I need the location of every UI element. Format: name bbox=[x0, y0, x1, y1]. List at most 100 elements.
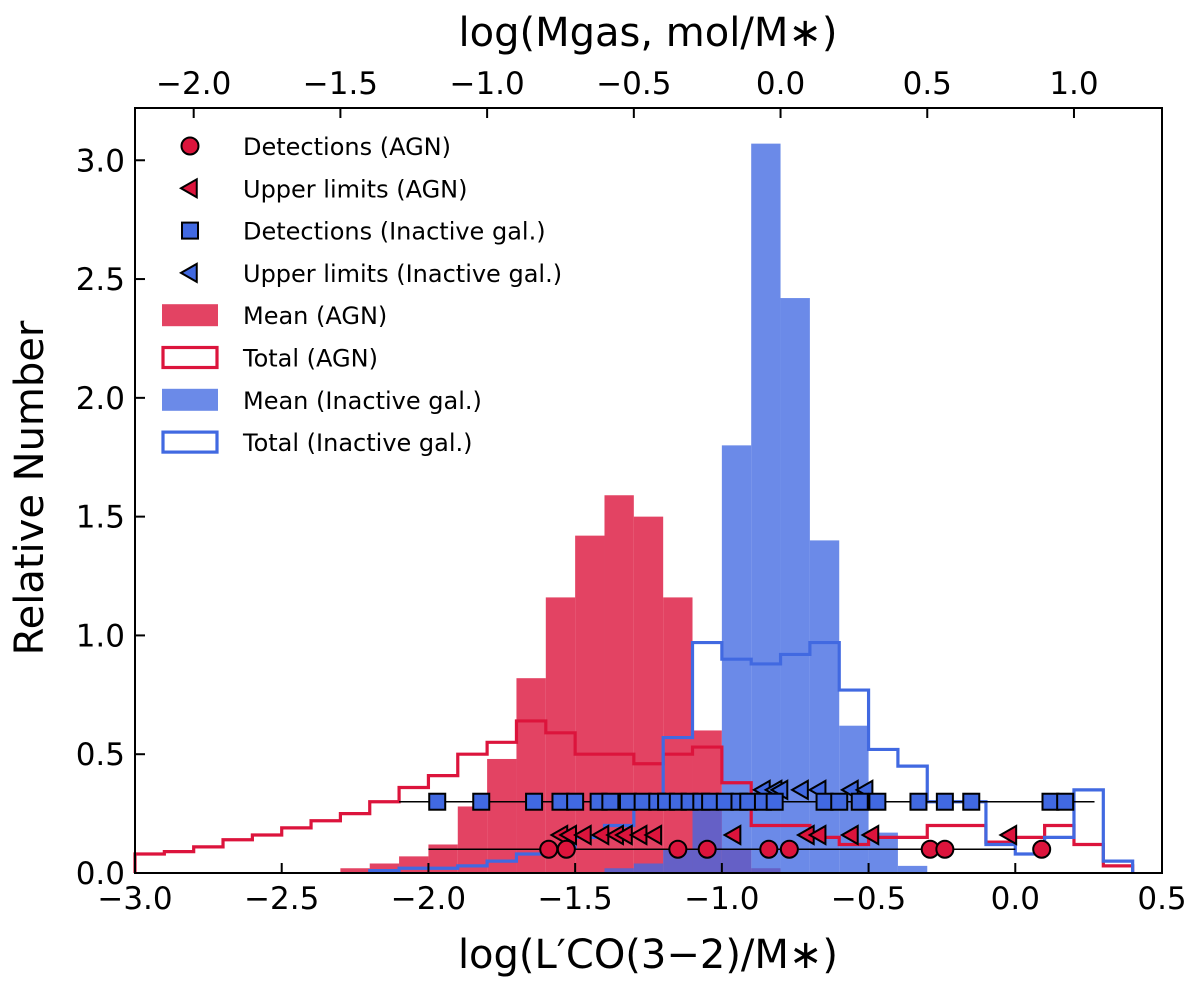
x-tick-label: −0.5 bbox=[831, 881, 906, 917]
agn-detection-marker bbox=[759, 839, 779, 859]
legend-swatch-total-inactive bbox=[161, 430, 219, 454]
inactive-detection-marker bbox=[739, 792, 758, 811]
inactive-detection-marker bbox=[909, 792, 928, 811]
mean-agn-bar bbox=[487, 758, 517, 873]
top-x-tick-label: 1.0 bbox=[1049, 66, 1098, 102]
inactive-detection-marker bbox=[815, 792, 834, 811]
inactive-detection-marker bbox=[472, 792, 491, 811]
mean-inactive-bar bbox=[780, 298, 810, 873]
x-tick-label: −3.0 bbox=[97, 881, 172, 917]
inactive-detection-marker bbox=[715, 792, 734, 811]
legend-marker-agn-detection bbox=[180, 136, 200, 156]
x-tick-label: −1.0 bbox=[684, 881, 759, 917]
legend-label: Mean (AGN) bbox=[243, 302, 387, 330]
inactive-detection-marker bbox=[701, 792, 720, 811]
y-tick-label: 3.0 bbox=[76, 143, 125, 179]
legend-label: Detections (Inactive gal.) bbox=[243, 218, 546, 246]
y-tick-label: 1.0 bbox=[76, 618, 125, 654]
legend-swatch-mean-inactive bbox=[162, 388, 218, 411]
legend-label: Total (Inactive gal.) bbox=[242, 429, 473, 457]
legend-marker-inactive-detection bbox=[181, 221, 199, 240]
inactive-detection-marker bbox=[830, 792, 849, 811]
inactive-detection-marker bbox=[1041, 792, 1060, 811]
y-tick-label: 0.0 bbox=[76, 856, 125, 892]
legend-label: Total (AGN) bbox=[242, 345, 378, 373]
legend-swatch-mean-agn bbox=[162, 304, 218, 327]
inactive-detection-marker bbox=[601, 792, 620, 811]
y-tick-label: 1.5 bbox=[76, 500, 125, 536]
plot-frame bbox=[134, 107, 1163, 874]
mean-agn-bar bbox=[516, 678, 546, 873]
mean-inactive-bar bbox=[809, 540, 840, 873]
mean-inactive-bar bbox=[604, 868, 634, 873]
mean-agn-bar bbox=[457, 806, 488, 873]
x-axis-title: log(L′CO(3−2)/M∗) bbox=[458, 932, 838, 978]
y-tick-label: 2.0 bbox=[76, 381, 125, 417]
agn-detection-marker bbox=[935, 839, 955, 859]
top-x-tick-label: −1.0 bbox=[449, 66, 524, 102]
agn-upper-limit-marker bbox=[839, 824, 859, 846]
y-tick-label: 2.5 bbox=[76, 262, 125, 298]
top-x-axis-title: log(Mgas, mol/M∗) bbox=[459, 10, 838, 56]
agn-detection-marker bbox=[668, 839, 688, 859]
legend-label: Detections (AGN) bbox=[243, 133, 451, 161]
y-axis-title: Relative Number bbox=[7, 320, 53, 655]
axes-layer: −3.0 −2.5 −2.0 −1.5 −1.0 −0.5 0.0 0.5 −2.0 −1.5 −1… bbox=[76, 66, 1187, 917]
inactive-detection-marker bbox=[765, 792, 784, 811]
inactive-detection-marker bbox=[428, 792, 447, 811]
legend-swatch-total-agn bbox=[161, 345, 219, 370]
mean-agn-bar bbox=[575, 535, 605, 873]
mean-agn-bar bbox=[369, 863, 400, 873]
inactive-detection-marker bbox=[868, 792, 887, 811]
mean-agn-bar bbox=[340, 868, 370, 873]
inactive-detection-marker bbox=[962, 792, 981, 811]
agn-upper-limit-marker bbox=[643, 824, 663, 846]
top-x-tick-label: −1.5 bbox=[303, 66, 378, 102]
inactive-detection-marker bbox=[525, 792, 544, 811]
legend: Detections (AGN) Upper limits (AGN) Detect… bbox=[161, 133, 562, 457]
inactive-detection-marker bbox=[1056, 792, 1075, 811]
mean-inactive-bar bbox=[897, 865, 928, 873]
agn-upper-limit-marker bbox=[807, 824, 827, 846]
x-tick-label: 0.5 bbox=[1137, 881, 1186, 917]
agn-upper-limit-marker bbox=[998, 824, 1018, 846]
inactive-detection-marker bbox=[935, 792, 954, 811]
agn-detection-marker bbox=[556, 839, 576, 859]
legend-label: Upper limits (Inactive gal.) bbox=[243, 260, 562, 288]
mean-agn-bar bbox=[545, 597, 576, 873]
top-x-tick-label: −0.5 bbox=[596, 66, 671, 102]
mean-agn-bar bbox=[604, 495, 634, 873]
inactive-detection-marker bbox=[551, 792, 570, 811]
agn-upper-limit-marker bbox=[860, 824, 880, 846]
inactive-detection-marker bbox=[566, 792, 585, 811]
top-x-tick-label: 0.0 bbox=[756, 66, 805, 102]
x-tick-label: 0.0 bbox=[991, 881, 1040, 917]
agn-detection-marker bbox=[697, 839, 717, 859]
mean-inactive-bar bbox=[633, 863, 664, 873]
x-tick-label: −2.0 bbox=[391, 881, 466, 917]
x-tick-label: −1.5 bbox=[538, 881, 613, 917]
agn-detection-marker bbox=[779, 839, 799, 859]
histogram-layer bbox=[133, 143, 1135, 873]
x-tick-label: −2.5 bbox=[244, 881, 319, 917]
top-x-tick-label: −2.0 bbox=[156, 66, 231, 102]
mean-agn-bar bbox=[633, 516, 664, 873]
mean-agn-bar bbox=[663, 597, 693, 873]
legend-marker-inactive-upper-limit bbox=[178, 262, 198, 284]
mean-inactive-bar bbox=[751, 143, 781, 873]
legend-label: Mean (Inactive gal.) bbox=[243, 387, 482, 415]
agn-detection-marker bbox=[1032, 839, 1052, 859]
agn-detection-marker bbox=[539, 839, 559, 859]
total-inactive-line bbox=[368, 640, 1135, 873]
inactive-detection-marker bbox=[633, 792, 652, 811]
y-tick-label: 0.5 bbox=[76, 737, 125, 773]
legend-label: Upper limits (AGN) bbox=[243, 175, 468, 203]
points-layer bbox=[399, 779, 1095, 859]
top-x-tick-label: 0.5 bbox=[903, 66, 952, 102]
agn-upper-limit-marker bbox=[722, 824, 742, 846]
inactive-detection-marker bbox=[618, 792, 637, 811]
mean-agn-bar bbox=[399, 856, 429, 873]
inactive-detection-marker bbox=[850, 792, 869, 811]
legend-marker-agn-upper-limit bbox=[178, 177, 198, 200]
